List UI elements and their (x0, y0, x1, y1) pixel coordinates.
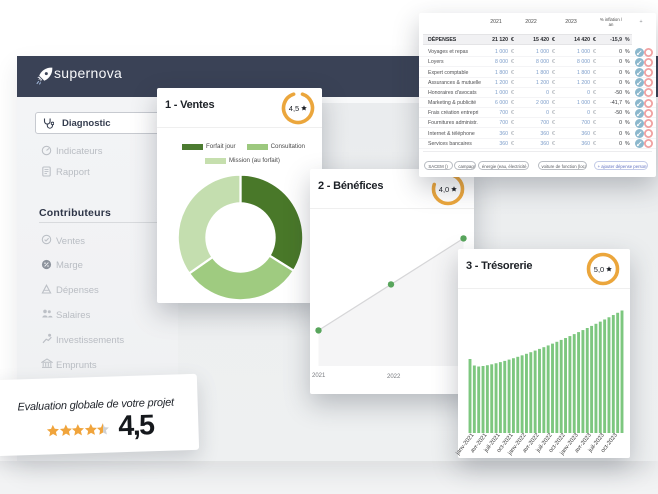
svg-text:2021: 2021 (312, 373, 326, 379)
svg-text:2022: 2022 (387, 374, 401, 380)
